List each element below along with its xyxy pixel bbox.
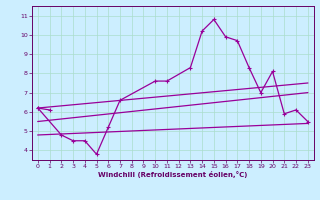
- X-axis label: Windchill (Refroidissement éolien,°C): Windchill (Refroidissement éolien,°C): [98, 171, 247, 178]
